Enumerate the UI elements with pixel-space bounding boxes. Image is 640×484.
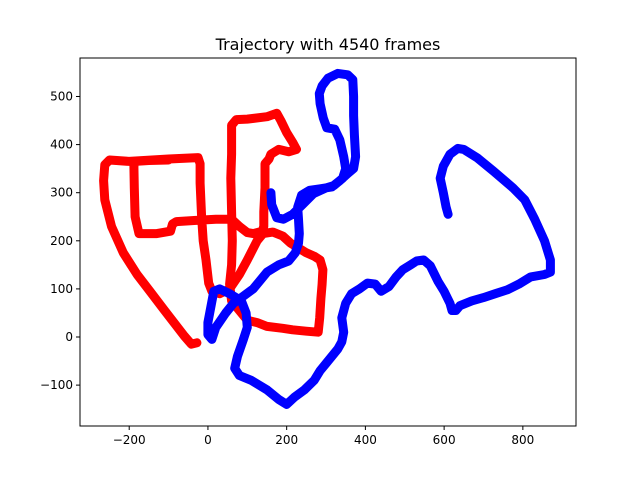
chart-title: Trajectory with 4540 frames [215,35,441,54]
x-tick-label: 400 [354,433,377,447]
y-tick-label: 400 [50,138,73,152]
plot-frame [79,57,577,427]
y-tick-label: 0 [65,330,73,344]
y-tick-label: 300 [50,186,73,200]
y-tick-label: 500 [50,89,73,103]
y-tick-label: 200 [50,234,73,248]
x-tick-label: 600 [433,433,456,447]
x-tick-label: 800 [511,433,534,447]
x-tick-label: −200 [113,433,146,447]
trajectory-series-1 [99,108,328,349]
y-tick-label: 100 [50,282,73,296]
x-tick-label: 200 [275,433,298,447]
trajectory-series-2 [203,68,555,409]
x-tick-label: 0 [204,433,212,447]
y-tick-label: −100 [40,378,73,392]
